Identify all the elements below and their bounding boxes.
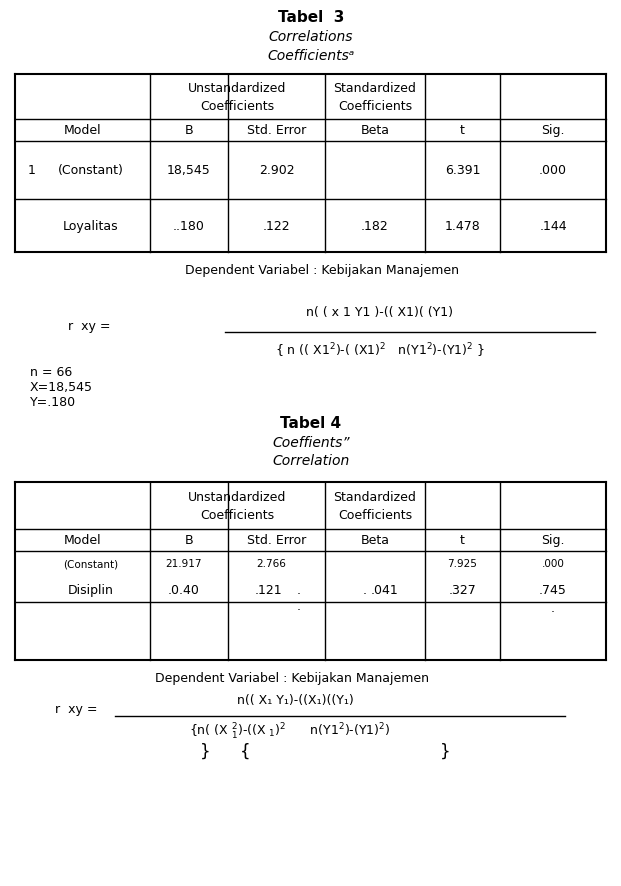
Text: X=18,545: X=18,545 — [30, 381, 93, 393]
Text: .144: .144 — [539, 220, 567, 232]
Text: .000: .000 — [542, 558, 564, 569]
Text: t: t — [460, 533, 465, 547]
Text: Std. Error: Std. Error — [247, 533, 306, 547]
Text: 2.902: 2.902 — [259, 164, 294, 177]
Text: B: B — [184, 124, 193, 137]
Text: }: } — [200, 742, 211, 760]
Text: t: t — [460, 124, 465, 137]
Text: Unstandardized: Unstandardized — [188, 491, 287, 503]
Text: .041: .041 — [371, 584, 399, 596]
Text: Coefficients: Coefficients — [338, 509, 412, 521]
Text: .745: .745 — [539, 584, 567, 596]
Text: B: B — [184, 533, 193, 547]
Text: Standardized: Standardized — [333, 491, 417, 503]
Text: r  xy =: r xy = — [55, 703, 97, 715]
Text: 1: 1 — [28, 164, 36, 177]
Text: 21.917: 21.917 — [166, 558, 202, 569]
Text: 7.925: 7.925 — [448, 558, 478, 569]
Text: 2.766: 2.766 — [256, 558, 286, 569]
Text: (Constant): (Constant) — [63, 558, 118, 569]
Text: 18,545: 18,545 — [167, 164, 211, 177]
Text: .182: .182 — [361, 220, 389, 232]
Text: n( ( x 1 Y1 )-(( X1)( (Y1): n( ( x 1 Y1 )-(( X1)( (Y1) — [307, 306, 453, 318]
Text: (Constant): (Constant) — [58, 164, 124, 177]
Text: Coeffients”: Coeffients” — [272, 435, 350, 449]
Text: ..180: ..180 — [173, 220, 205, 232]
Text: n(( X₁ Y₁)-((X₁)((Y₁): n(( X₁ Y₁)-((X₁)((Y₁) — [237, 694, 353, 706]
Text: .: . — [363, 584, 367, 596]
Text: .327: .327 — [448, 584, 476, 596]
Text: Dependent Variabel : Kebijakan Manajemen: Dependent Variabel : Kebijakan Manajemen — [155, 672, 429, 684]
Text: .000: .000 — [539, 164, 567, 177]
Text: Tabel 4: Tabel 4 — [281, 416, 342, 431]
Text: Beta: Beta — [361, 533, 389, 547]
Text: Unstandardized: Unstandardized — [188, 82, 287, 95]
Text: Tabel  3: Tabel 3 — [278, 11, 344, 25]
Text: .121: .121 — [255, 584, 283, 596]
Text: Correlations: Correlations — [269, 30, 353, 44]
Text: {: { — [240, 742, 250, 760]
Text: Coefficientsᵃ: Coefficientsᵃ — [268, 49, 355, 63]
Text: .0.40: .0.40 — [168, 584, 200, 596]
Text: Coefficients: Coefficients — [338, 100, 412, 113]
Text: Model: Model — [64, 124, 101, 137]
Text: 1.478: 1.478 — [445, 220, 481, 232]
Text: $\{$ n (( X1$^2$)-( (X1)$^2$   n(Y1$^2$)-(Y1)$^2$ $\}$: $\{$ n (( X1$^2$)-( (X1)$^2$ n(Y1$^2$)-(… — [275, 341, 485, 359]
Text: Coefficients: Coefficients — [201, 509, 274, 521]
Text: .: . — [296, 584, 301, 596]
Text: Dependent Variabel : Kebijakan Manajemen: Dependent Variabel : Kebijakan Manajemen — [185, 264, 459, 276]
Text: Sig.: Sig. — [542, 533, 564, 547]
Text: Loyalitas: Loyalitas — [63, 220, 119, 232]
Text: Disiplin: Disiplin — [68, 584, 114, 596]
Text: Correlation: Correlation — [273, 454, 350, 468]
Text: Y=.180: Y=.180 — [30, 396, 76, 408]
Text: Std. Error: Std. Error — [247, 124, 306, 137]
Text: }: } — [440, 742, 450, 760]
Text: Sig.: Sig. — [542, 124, 564, 137]
Text: Model: Model — [64, 533, 101, 547]
Text: .: . — [296, 600, 301, 612]
Text: Coefficients: Coefficients — [201, 100, 274, 113]
Text: 6.391: 6.391 — [445, 164, 480, 177]
Text: $\{$n( (X $_{1}^{2}$)-((X $_{1})^{2}$      n(Y1$^{2}$)-(Y1)$^{2}$): $\{$n( (X $_{1}^{2}$)-((X $_{1})^{2}$ n(… — [189, 721, 391, 741]
Text: r  xy =: r xy = — [68, 320, 111, 332]
Text: Beta: Beta — [361, 124, 389, 137]
Text: .122: .122 — [263, 220, 290, 232]
Text: .: . — [551, 602, 555, 614]
Text: Standardized: Standardized — [333, 82, 417, 95]
Text: n = 66: n = 66 — [30, 366, 72, 378]
